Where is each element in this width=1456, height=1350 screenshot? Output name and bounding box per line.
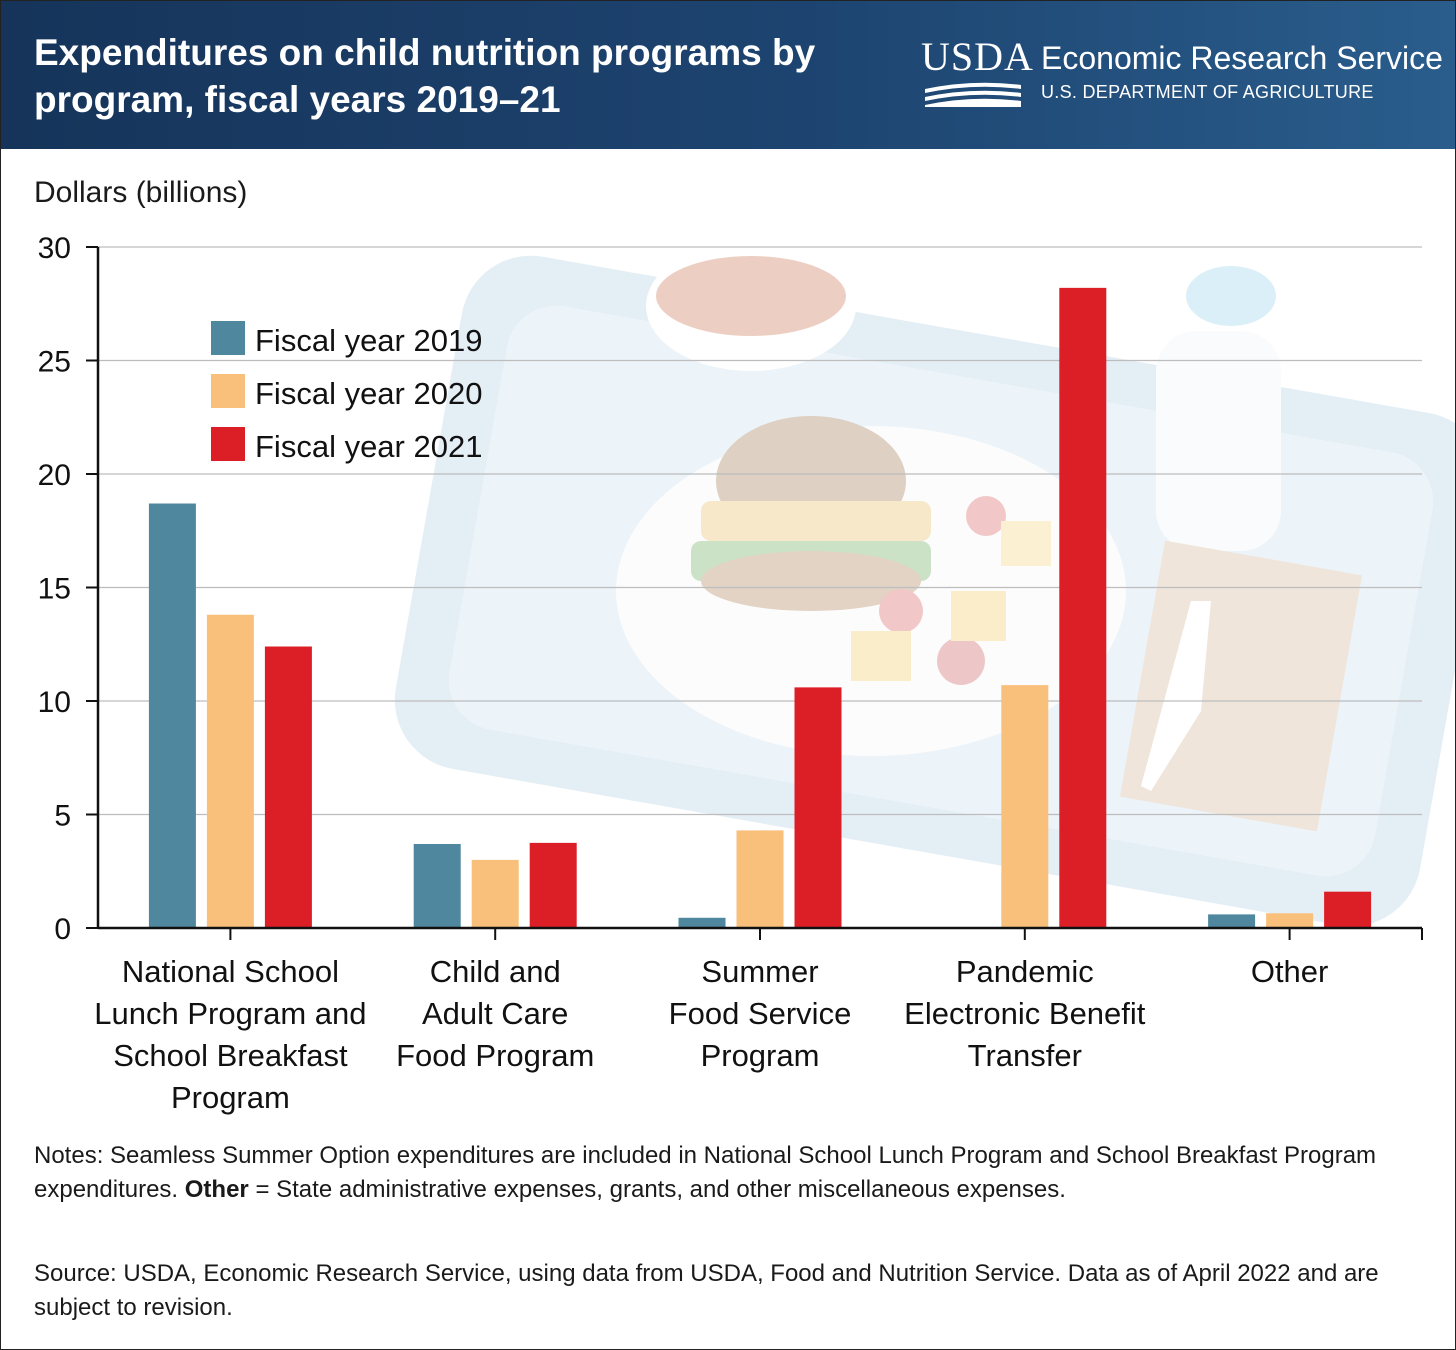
x-category-label: Child and Adult Care Food Program: [396, 954, 594, 1073]
x-category-label: National School Lunch Program and School B…: [94, 954, 366, 1115]
logo-usda: USDA: [921, 34, 1034, 79]
y-axis-label: Dollars (billions): [34, 176, 248, 209]
bar: [1266, 913, 1314, 928]
x-category-label-line: Adult Care: [422, 996, 568, 1031]
notes-bold: Other: [184, 1176, 249, 1203]
bar: [471, 859, 519, 928]
bar: [794, 687, 842, 928]
x-category-label-line: Child and: [430, 954, 561, 989]
y-tick-label: 20: [38, 459, 71, 492]
bar: [264, 646, 312, 928]
bar: [1059, 287, 1107, 928]
x-category-label-line: Food Program: [396, 1038, 594, 1073]
x-category-label: Summer Food Service Program: [669, 954, 852, 1073]
x-category-label-line: National School: [122, 954, 339, 989]
notes: Notes: Seamless Summer Option expenditur…: [34, 1139, 1434, 1207]
x-category-label-line: Program: [701, 1038, 820, 1073]
x-category-label-line: Summer: [701, 954, 818, 989]
x-category-label-line: Other: [1251, 954, 1329, 989]
bar: [529, 842, 577, 928]
x-category-label: Other: [1251, 954, 1329, 989]
usda-ers-logo: USDA Economic Research Service U.S. DEPA…: [921, 34, 1443, 117]
y-tick-label: 5: [54, 800, 71, 833]
x-category-label-line: Electronic Benefit: [904, 996, 1146, 1031]
bar: [736, 830, 784, 928]
x-category-label: Pandemic Electronic Benefit Transfer: [904, 954, 1146, 1073]
bar: [1208, 914, 1256, 928]
notes-text-end: = State administrative expenses, grants,…: [248, 1176, 1066, 1203]
source: Source: USDA, Economic Research Service,…: [34, 1260, 1379, 1321]
x-category-label-line: Pandemic: [956, 954, 1094, 989]
logo-agency: Economic Research Service: [1041, 40, 1443, 76]
logo-swoosh-icon: [925, 82, 1021, 107]
x-category-label-line: Food Service: [669, 996, 852, 1031]
y-tick-label: 25: [38, 346, 71, 379]
y-tick-label: 30: [38, 232, 71, 265]
bars: [148, 287, 1372, 928]
x-category-label-line: Lunch Program and: [94, 996, 366, 1031]
header-banner: Expenditures on child nutrition programs…: [1, 1, 1455, 149]
lunch-tray-background-image: [394, 241, 1455, 927]
bar: [1001, 685, 1049, 928]
axes: 0 5 10 15 20 25 30 National School Lunch Program…: [38, 232, 1423, 1115]
chart-title: Expenditures on child nutrition programs…: [34, 32, 816, 120]
legend-label: Fiscal year 2019: [255, 323, 482, 358]
x-category-label-line: Transfer: [968, 1038, 1082, 1073]
bar: [413, 844, 461, 928]
bar: [1324, 891, 1372, 928]
x-category-label-line: School Breakfast: [113, 1038, 348, 1073]
bar: [148, 503, 196, 928]
x-category-label-line: Program: [171, 1080, 290, 1115]
bar: [678, 917, 726, 928]
y-tick-label: 15: [38, 573, 71, 606]
y-tick-label: 10: [38, 686, 71, 719]
y-tick-label: 0: [54, 913, 71, 946]
legend-swatch: [211, 427, 245, 461]
legend-label: Fiscal year 2020: [255, 376, 482, 411]
legend-label: Fiscal year 2021: [255, 429, 482, 464]
legend-swatch: [211, 374, 245, 408]
legend-swatch: [211, 321, 245, 355]
notes-text: Notes: Seamless Summer Option expenditur…: [34, 1142, 1377, 1203]
legend: Fiscal year 2019 Fiscal year 2020 Fiscal y…: [211, 321, 482, 464]
gridlines: [98, 246, 1422, 816]
bar: [206, 614, 254, 928]
logo-department: U.S. DEPARTMENT OF AGRICULTURE: [1041, 82, 1374, 102]
bar-chart: 0 5 10 15 20 25 30 National School Lunch Program…: [38, 232, 1455, 1115]
